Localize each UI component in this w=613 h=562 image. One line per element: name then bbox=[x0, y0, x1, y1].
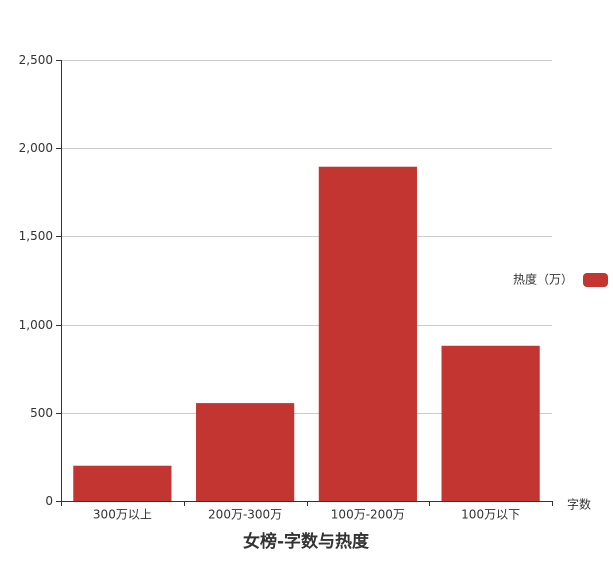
legend-label: 热度（万） bbox=[513, 272, 573, 287]
x-tick-label: 100万以下 bbox=[461, 508, 520, 522]
y-tick-label: 500 bbox=[30, 406, 53, 420]
x-axis-label: 字数 bbox=[567, 497, 591, 512]
y-tick-label: 1,500 bbox=[19, 229, 53, 243]
bar[interactable] bbox=[196, 403, 295, 501]
y-tick-label: 2,000 bbox=[19, 141, 53, 155]
y-tick-label: 1,000 bbox=[19, 318, 53, 332]
axes bbox=[56, 60, 553, 506]
legend-swatch[interactable] bbox=[583, 273, 608, 287]
bar[interactable] bbox=[441, 345, 540, 501]
legend[interactable]: 热度（万） bbox=[513, 272, 608, 288]
chart-title: 女榜-字数与热度 bbox=[243, 531, 370, 552]
bar-series[interactable] bbox=[73, 166, 540, 502]
x-tick-label: 200万-300万 bbox=[208, 508, 282, 522]
x-tick-label: 100万-200万 bbox=[331, 508, 405, 522]
y-tick-label: 2,500 bbox=[19, 53, 53, 67]
y-axis-tick-labels: 0 500 1,000 1,500 2,000 2,500 bbox=[19, 53, 53, 508]
x-tick-label: 300万以上 bbox=[93, 508, 152, 522]
bar[interactable] bbox=[73, 465, 172, 501]
y-tick-label: 0 bbox=[45, 494, 53, 508]
x-axis-tick-labels: 300万以上 200万-300万 100万-200万 100万以下 bbox=[93, 508, 520, 522]
bar[interactable] bbox=[318, 166, 417, 502]
